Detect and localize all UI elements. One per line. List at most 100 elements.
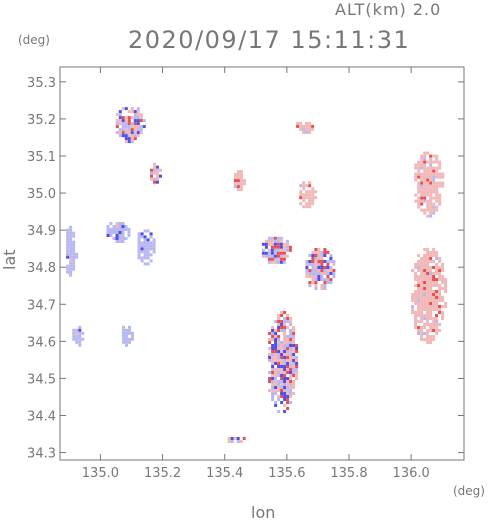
echo-cell bbox=[295, 344, 299, 347]
datetime-title: 2020/09/17 15:11:31 bbox=[128, 26, 411, 54]
echo-cell bbox=[323, 266, 327, 269]
echo-cell bbox=[268, 332, 272, 335]
echo-cell bbox=[149, 253, 153, 257]
echo-cell bbox=[420, 196, 424, 200]
echo-cell bbox=[432, 296, 436, 299]
echo-cell bbox=[156, 174, 159, 178]
echo-cell bbox=[277, 341, 281, 344]
echo-cell bbox=[270, 239, 274, 243]
echo-cell bbox=[118, 240, 122, 243]
echo-cell bbox=[124, 128, 128, 132]
echo-cell bbox=[299, 190, 303, 194]
echo-cell bbox=[438, 275, 442, 278]
echo-cell bbox=[423, 196, 427, 200]
echo-cell bbox=[317, 260, 321, 263]
echo-cell bbox=[277, 395, 281, 398]
echo-cell bbox=[273, 245, 277, 249]
echo-cell bbox=[435, 184, 439, 188]
echo-cell bbox=[267, 257, 271, 261]
echo-cell bbox=[146, 244, 150, 248]
echo-cell bbox=[115, 231, 119, 234]
echo-cell bbox=[417, 308, 421, 311]
echo-cell bbox=[66, 234, 70, 238]
echo-cell bbox=[417, 172, 421, 176]
echo-cell bbox=[159, 174, 162, 178]
echo-cell bbox=[435, 160, 439, 164]
echo-cell bbox=[274, 401, 278, 404]
echo-cell bbox=[432, 208, 436, 212]
echo-cell bbox=[146, 253, 150, 257]
echo-cell bbox=[429, 272, 433, 275]
echo-cell bbox=[305, 266, 309, 269]
echo-cell bbox=[153, 165, 156, 169]
echo-cell bbox=[417, 160, 421, 164]
echo-cell bbox=[143, 256, 147, 260]
echo-cell bbox=[118, 237, 122, 240]
tick-layer: 135.0 135.2 135.4 135.6 135.8 136.0 34.3 34.4 34… bbox=[27, 67, 464, 481]
echo-cell bbox=[432, 284, 436, 287]
echo-cell bbox=[426, 202, 430, 206]
echo-cell bbox=[277, 338, 281, 341]
echo-cell bbox=[417, 281, 421, 284]
echo-cell bbox=[311, 260, 315, 263]
echo-cell bbox=[282, 242, 286, 246]
echo-cell bbox=[417, 202, 421, 206]
echo-cell bbox=[268, 356, 272, 359]
echo-cell bbox=[429, 269, 433, 272]
echo-cell bbox=[438, 284, 442, 287]
echo-cell bbox=[271, 380, 275, 383]
echo-cell bbox=[233, 185, 237, 189]
echo-cell bbox=[280, 314, 284, 317]
echo-cell bbox=[426, 214, 430, 218]
echo-cell bbox=[417, 190, 421, 194]
echo-cell bbox=[137, 247, 141, 251]
echo-cell bbox=[128, 325, 131, 329]
echo-cell bbox=[438, 290, 442, 293]
echo-cell bbox=[277, 365, 281, 368]
echo-cell bbox=[267, 260, 271, 264]
echo-cell bbox=[121, 125, 125, 129]
echo-cell bbox=[426, 263, 430, 266]
echo-cell bbox=[286, 317, 290, 320]
echo-cell bbox=[311, 190, 315, 194]
echo-cell bbox=[280, 341, 284, 344]
echo-cell bbox=[423, 151, 427, 155]
echo-cell bbox=[292, 326, 296, 329]
echo-cell bbox=[273, 236, 277, 240]
echo-cell bbox=[268, 359, 272, 362]
echo-cell bbox=[239, 188, 243, 192]
echo-cell bbox=[236, 188, 240, 192]
echo-region bbox=[227, 437, 246, 443]
echo-cell bbox=[274, 371, 278, 374]
echo-cell bbox=[314, 266, 318, 269]
echo-cell bbox=[411, 299, 415, 302]
echo-cell bbox=[277, 320, 281, 323]
echo-cell bbox=[286, 314, 290, 317]
echo-cell bbox=[239, 179, 243, 183]
echo-cell bbox=[236, 173, 240, 177]
echo-cell bbox=[426, 151, 430, 155]
echo-cell bbox=[444, 305, 448, 308]
echo-cell bbox=[267, 251, 271, 255]
echo-cell bbox=[417, 199, 421, 203]
echo-cell bbox=[127, 231, 131, 234]
echo-cell bbox=[267, 254, 271, 258]
echo-cell bbox=[429, 329, 433, 332]
echo-cell bbox=[283, 311, 287, 314]
echo-cell bbox=[292, 362, 296, 365]
echo-cell bbox=[308, 127, 312, 131]
echo-cell bbox=[156, 171, 159, 175]
echo-cell bbox=[426, 311, 430, 314]
echo-cell bbox=[420, 311, 424, 314]
echo-cell bbox=[417, 269, 421, 272]
echo-cell bbox=[115, 131, 119, 135]
echo-cell bbox=[423, 254, 427, 257]
echo-cell bbox=[426, 248, 430, 251]
echo-cell bbox=[292, 371, 296, 374]
echo-cell bbox=[115, 125, 119, 129]
echo-cell bbox=[136, 131, 140, 135]
echo-cell bbox=[305, 184, 309, 188]
echo-cell bbox=[118, 116, 122, 120]
echo-cell bbox=[153, 162, 156, 166]
echo-cell bbox=[283, 320, 287, 323]
